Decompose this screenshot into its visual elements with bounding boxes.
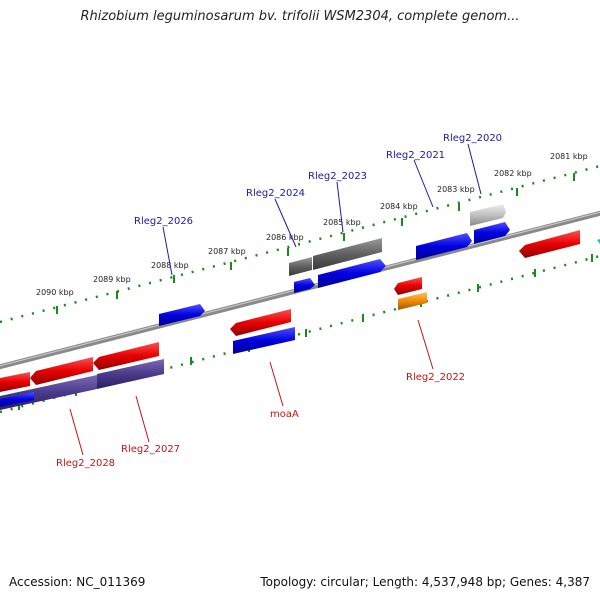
gene-feature[interactable] (416, 233, 472, 260)
gene-label[interactable]: Rleg2_2021 (386, 150, 445, 161)
gene-feature[interactable] (0, 372, 30, 392)
topology-text: Topology: circular; Length: 4,537,948 bp… (260, 575, 590, 589)
gene-feature[interactable] (294, 278, 315, 293)
tick-label: 2082 kbp (494, 169, 532, 178)
tick-label: 2087 kbp (208, 247, 246, 256)
gene-label[interactable]: Rleg2_2020 (443, 133, 502, 144)
gene-feature[interactable] (519, 230, 580, 258)
gene-feature[interactable] (230, 309, 291, 336)
tick-label: 2089 kbp (93, 275, 131, 284)
gene-feature[interactable] (233, 327, 295, 354)
gene-feature[interactable] (289, 257, 312, 276)
gene-label[interactable]: Rleg2_2023 (308, 171, 367, 182)
gene-label[interactable]: moaA (270, 409, 299, 420)
tick-label: 2086 kbp (266, 233, 304, 242)
gene-feature[interactable] (474, 222, 510, 244)
accession-text: Accession: NC_011369 (9, 575, 146, 589)
gene-feature[interactable] (470, 204, 506, 226)
gene-feature[interactable] (30, 357, 93, 385)
gene-label[interactable]: Rleg2_2024 (246, 188, 305, 199)
gene-feature[interactable] (93, 342, 159, 370)
gene-label[interactable]: Rleg2_2027 (121, 444, 180, 455)
outer-major-ticks (56, 173, 575, 314)
forward-genes (159, 204, 510, 326)
tick-label: 2081 kbp (550, 152, 588, 161)
gene-feature[interactable] (159, 304, 205, 326)
tick-label: 2083 kbp (437, 185, 475, 194)
forward-callouts (162, 143, 482, 276)
tick-label: 2084 kbp (380, 202, 418, 211)
reverse-callouts (69, 319, 434, 456)
gene-feature[interactable] (394, 277, 422, 295)
outer-tick-ring (0, 164, 600, 324)
gene-feature[interactable] (0, 392, 34, 407)
reverse-genes (0, 230, 600, 410)
map-title: Rhizobium leguminosarum bv. trifolii WSM… (80, 9, 520, 24)
inner-tick-ring (0, 254, 600, 414)
gene-label[interactable]: Rleg2_2026 (134, 216, 193, 227)
gene-label[interactable]: Rleg2_2022 (406, 372, 465, 383)
gene-label[interactable]: Rleg2_2028 (56, 458, 115, 469)
gene-feature[interactable] (318, 259, 386, 288)
tick-label: 2090 kbp (36, 288, 74, 297)
gene-feature[interactable] (97, 359, 164, 389)
gene-feature[interactable] (597, 239, 600, 244)
gene-feature[interactable] (398, 292, 427, 310)
gene-feature[interactable] (313, 238, 382, 270)
